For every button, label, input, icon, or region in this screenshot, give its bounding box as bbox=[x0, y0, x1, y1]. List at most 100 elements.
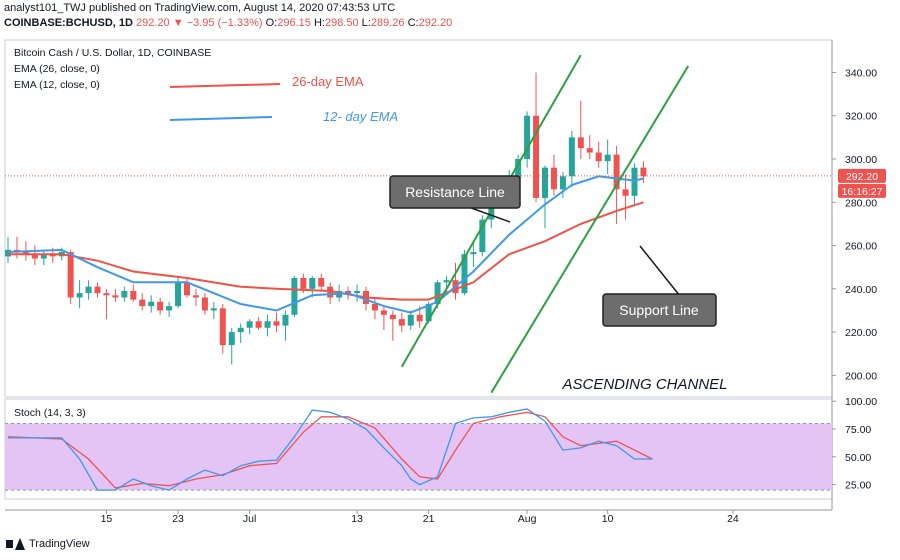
candle-body bbox=[219, 308, 226, 346]
stoch-tick-label: 25.00 bbox=[845, 480, 871, 492]
time-tick-label: 24 bbox=[727, 513, 739, 525]
time-tick-label: 15 bbox=[101, 513, 113, 525]
candle-body bbox=[112, 295, 119, 298]
candle-body bbox=[85, 286, 92, 294]
countdown-tag bbox=[838, 183, 886, 198]
candle-body bbox=[443, 280, 450, 283]
candle-body bbox=[515, 159, 522, 179]
candle-body bbox=[157, 301, 164, 311]
candle-body bbox=[407, 314, 414, 326]
time-tick-label: 13 bbox=[351, 513, 363, 525]
ema-group bbox=[7, 175, 644, 314]
candle-body bbox=[49, 254, 56, 257]
channel-label: ASCENDING CHANNEL bbox=[561, 376, 727, 393]
price-change: −3.95 (−1.33%) bbox=[186, 17, 263, 29]
time-axis: 15 23 Jul 13 21 Aug 10 24 bbox=[101, 510, 739, 525]
candle-body bbox=[425, 303, 432, 322]
down-arrow-icon: ▼ bbox=[172, 17, 184, 29]
price-tick-label: 340.00 bbox=[845, 67, 877, 79]
time-tick-label: Aug bbox=[518, 513, 537, 525]
candle-body bbox=[595, 152, 602, 162]
resistance-callout bbox=[389, 175, 521, 209]
stoch-axis: 25.00 50.00 75.00 100.00 bbox=[832, 396, 877, 492]
stoch-tick-label: 100.00 bbox=[845, 396, 877, 408]
price-tick-label: 200.00 bbox=[845, 370, 877, 382]
candle-body bbox=[5, 249, 11, 257]
high-value: 298.50 bbox=[324, 17, 359, 29]
price-tag bbox=[838, 168, 886, 183]
candle-body bbox=[559, 176, 566, 190]
stoch-d-line bbox=[7, 411, 653, 489]
close-value: 292.20 bbox=[418, 17, 453, 29]
price-axis: 200.00 220.00 240.00 260.00 280.00 300.00 320.… bbox=[832, 67, 877, 382]
candle-body bbox=[67, 252, 74, 298]
candle-body bbox=[434, 282, 441, 304]
high-label: H: bbox=[313, 17, 325, 29]
ema26-line bbox=[8, 201, 644, 301]
candle-body bbox=[568, 137, 575, 177]
candle-body bbox=[184, 282, 190, 296]
price-tick-label: 220.00 bbox=[845, 327, 877, 339]
time-tick-label: 10 bbox=[602, 513, 614, 525]
open-value: 296.15 bbox=[277, 17, 311, 29]
candle-body bbox=[175, 282, 182, 307]
price-tick-label: 240.00 bbox=[845, 284, 877, 296]
candle-body bbox=[300, 278, 307, 289]
stoch-tick-label: 75.00 bbox=[845, 424, 871, 436]
candle-body bbox=[318, 278, 325, 287]
candle-body bbox=[148, 301, 155, 307]
candle-body bbox=[631, 167, 638, 196]
price-tick-label: 300.00 bbox=[845, 154, 877, 166]
price-pane[interactable] bbox=[4, 39, 833, 398]
candle-body bbox=[246, 321, 253, 328]
candle-body bbox=[31, 254, 38, 259]
candle-body bbox=[192, 295, 199, 298]
stoch-band bbox=[5, 423, 832, 491]
candle-body bbox=[103, 293, 110, 296]
channel-group bbox=[400, 54, 690, 394]
candle-body bbox=[76, 293, 83, 298]
candle-body bbox=[542, 167, 548, 198]
low-value: 289.26 bbox=[370, 17, 405, 29]
candle-body bbox=[461, 254, 468, 294]
candle-body bbox=[524, 115, 531, 159]
candle-body bbox=[22, 252, 29, 255]
candle-body bbox=[139, 299, 146, 307]
symbol-label: COINBASE:BCHUSD, 1D bbox=[4, 17, 133, 29]
candle-body bbox=[228, 332, 235, 346]
candle-body bbox=[210, 308, 217, 311]
candle-body bbox=[640, 167, 647, 177]
candle-body bbox=[479, 219, 486, 253]
channel-lower-line bbox=[490, 65, 690, 394]
candle-body bbox=[309, 278, 316, 289]
candle-body bbox=[327, 286, 334, 298]
last-price: 292.20 bbox=[136, 17, 170, 29]
price-tick-label: 260.00 bbox=[845, 241, 877, 253]
candle-body bbox=[586, 148, 593, 153]
candle-body bbox=[291, 278, 298, 315]
resistance-label: Resistance Line bbox=[405, 184, 505, 200]
time-tick-label: Jul bbox=[243, 513, 256, 525]
candle-body bbox=[577, 137, 584, 149]
candle-body bbox=[273, 321, 280, 326]
support-label: Support Line bbox=[619, 302, 699, 318]
candle-body bbox=[166, 306, 173, 311]
footer: TradingView bbox=[6, 538, 90, 550]
stoch-k-line bbox=[8, 408, 653, 491]
footer-brand: TradingView bbox=[29, 538, 90, 550]
candle-body bbox=[255, 321, 262, 328]
time-tick-label: 21 bbox=[423, 513, 435, 525]
stoch-legend: Stoch (14, 3, 3) bbox=[14, 407, 86, 419]
ema26-key-line bbox=[169, 83, 281, 88]
ema12-line bbox=[7, 175, 644, 314]
support-pointer bbox=[639, 245, 681, 297]
candle-body bbox=[282, 314, 289, 326]
candle-body bbox=[604, 154, 611, 162]
chart-title: Bitcoin Cash / U.S. Dollar, 1D, COINBASE bbox=[14, 47, 211, 59]
candle-body bbox=[389, 314, 396, 320]
channel-upper-line bbox=[400, 54, 582, 368]
ema12-legend: EMA (12, close, 0) bbox=[14, 79, 100, 91]
ema26-annotation: 26-day EMA bbox=[292, 74, 364, 89]
candle-body bbox=[201, 297, 208, 311]
